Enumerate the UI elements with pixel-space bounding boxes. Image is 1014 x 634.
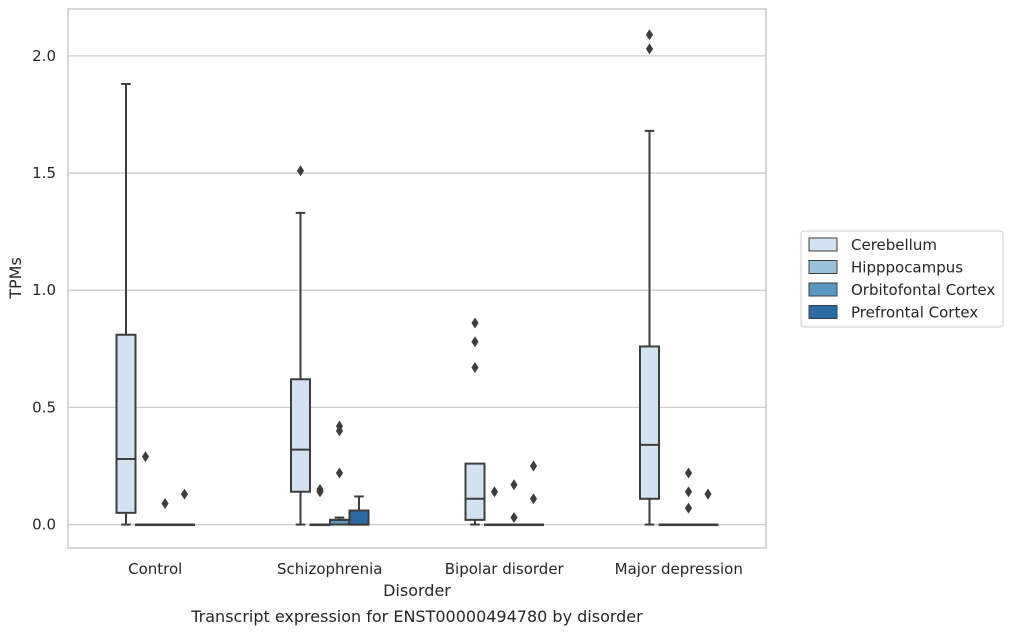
outlier-point bbox=[296, 165, 305, 177]
outlier-point bbox=[180, 488, 189, 500]
y-tick-labels: 0.0 0.5 1.0 1.5 2.0 bbox=[32, 47, 56, 534]
outlier-point bbox=[471, 317, 479, 329]
outlier-point bbox=[471, 336, 479, 348]
grid-lines bbox=[68, 55, 766, 526]
y-tick-label: 1.0 bbox=[32, 281, 56, 299]
box-iqr bbox=[115, 333, 137, 514]
outlier-point bbox=[529, 460, 538, 472]
legend-label: Prefrontal Cortex bbox=[851, 304, 978, 322]
box-group bbox=[135, 451, 156, 527]
legend: Cerebellum Hipppocampus Orbitofontal Corte… bbox=[800, 230, 1004, 328]
x-tick-label: Schizophrenia bbox=[277, 560, 382, 578]
outlier-point bbox=[471, 362, 479, 374]
box-group bbox=[503, 479, 525, 527]
outlier-point bbox=[141, 451, 150, 463]
outlier-point bbox=[510, 512, 518, 524]
box-group bbox=[174, 488, 195, 527]
y-tick-label: 0.0 bbox=[32, 516, 56, 534]
box-iqr bbox=[290, 378, 311, 493]
outlier-point bbox=[316, 483, 324, 495]
y-axis-label: TPMs bbox=[6, 257, 25, 300]
outlier-point bbox=[684, 502, 693, 514]
outlier-point bbox=[335, 420, 344, 432]
box-group bbox=[115, 82, 137, 526]
outlier-point bbox=[704, 488, 712, 500]
y-tick-label: 1.5 bbox=[32, 164, 56, 182]
legend-label: Orbitofontal Cortex bbox=[851, 281, 995, 299]
box-iqr bbox=[348, 509, 370, 526]
box-group bbox=[484, 486, 505, 527]
legend-swatch bbox=[808, 305, 838, 319]
legend-label: Cerebellum bbox=[851, 236, 937, 254]
x-tick-label: Major depression bbox=[615, 560, 743, 578]
box-iqr bbox=[464, 462, 486, 521]
box-group bbox=[658, 523, 680, 527]
box-group bbox=[309, 483, 331, 527]
x-tick-label: Bipolar disorder bbox=[445, 560, 565, 578]
legend-swatch bbox=[808, 237, 838, 252]
legend-frame bbox=[800, 230, 1004, 328]
box-group bbox=[329, 420, 350, 526]
legend-swatch bbox=[808, 260, 838, 274]
legend-swatch bbox=[808, 282, 838, 297]
box-group bbox=[464, 317, 486, 526]
box-group bbox=[678, 467, 699, 527]
outlier-point bbox=[490, 486, 499, 498]
x-axis-label: Disorder bbox=[383, 581, 451, 600]
box-layer bbox=[115, 29, 719, 527]
outlier-point bbox=[684, 467, 693, 479]
x-tick-labels: Control Schizophrenia Bipolar disorder Majo… bbox=[128, 560, 743, 578]
box-group bbox=[639, 29, 660, 526]
x-tick-label: Control bbox=[128, 560, 182, 578]
outlier-point bbox=[161, 497, 169, 509]
chart-caption: Transcript expression for ENST0000049478… bbox=[190, 607, 643, 626]
legend-label: Hipppocampus bbox=[851, 259, 963, 277]
box-group bbox=[154, 497, 176, 527]
y-tick-label: 2.0 bbox=[32, 47, 56, 65]
outlier-point bbox=[645, 43, 654, 55]
outlier-point bbox=[510, 479, 518, 491]
outlier-point bbox=[645, 29, 654, 41]
outlier-point bbox=[335, 467, 344, 479]
plot-area-frame bbox=[67, 8, 767, 549]
outlier-point bbox=[684, 486, 693, 498]
box-group bbox=[523, 460, 544, 527]
box-iqr bbox=[639, 345, 660, 500]
outlier-point bbox=[529, 493, 538, 505]
box-group bbox=[697, 488, 719, 527]
y-tick-label: 0.5 bbox=[32, 398, 56, 416]
box-group bbox=[290, 165, 311, 526]
box-group bbox=[348, 495, 370, 526]
